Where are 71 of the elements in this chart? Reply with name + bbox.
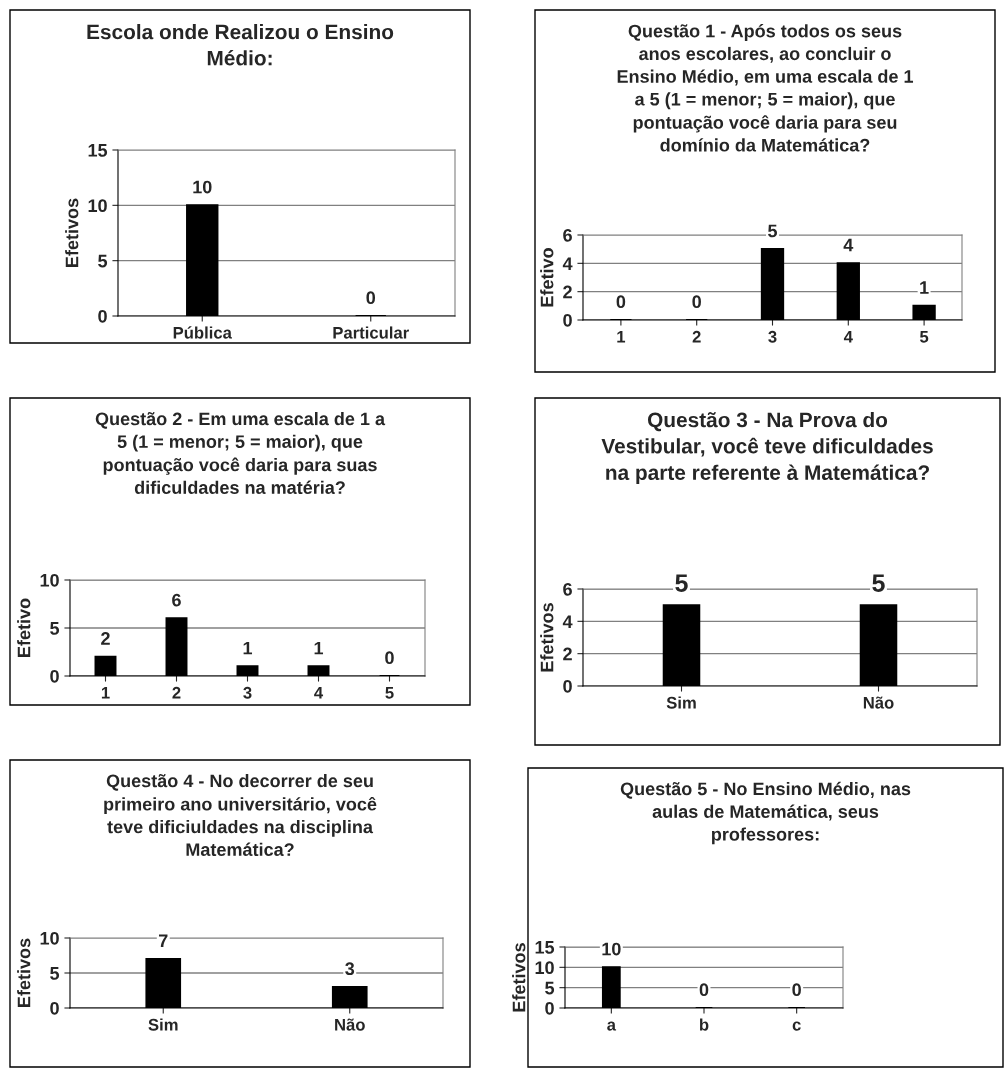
data-label: 3	[345, 962, 355, 976]
y-tick-label: 0	[50, 669, 59, 683]
data-label: 10	[602, 942, 621, 956]
data-label: 1	[920, 281, 929, 294]
y-tick-label: 10	[88, 199, 107, 213]
x-tick-label: a	[607, 1021, 617, 1031]
y-tick-label: 10	[40, 573, 59, 587]
x-tick-label: Não	[335, 1018, 365, 1031]
data-label: 0	[385, 651, 394, 665]
x-tick-label: 3	[243, 686, 252, 699]
y-tick-label: 5	[50, 967, 60, 980]
chart-title: Escola onde Realizou o Ensino Médio:	[87, 24, 394, 66]
chart-title: Questão 5 - No Ensino Médio, nas aulas de Matemática, seus professores:	[620, 781, 911, 845]
x-tick-label: 4	[843, 331, 853, 343]
y-tick-label: 0	[50, 1001, 59, 1015]
x-tick-label: Pública	[173, 326, 232, 339]
x-tick-label: 4	[314, 687, 324, 699]
data-label: 5	[872, 574, 885, 592]
y-tick-label: 10	[535, 961, 554, 975]
x-tick-label: 2	[692, 330, 701, 343]
chart-title: Questão 1 - Após todos os seus anos escolares, ao concluir o Ensino Médio, em uma escala de 1 a 5 (1 = menor; 5 = maior), que pontuação você daria para seu domínio da Matemática?	[617, 24, 914, 152]
x-tick-label: Particular	[333, 326, 409, 339]
y-tick-label: 15	[535, 941, 555, 954]
data-label: 0	[792, 983, 801, 997]
data-label: 0	[699, 983, 709, 997]
x-tick-label: 2	[172, 686, 181, 699]
y-axis-title: Efetivos	[540, 603, 554, 672]
x-tick-label: 5	[385, 687, 394, 699]
y-tick-label: 0	[98, 309, 107, 323]
data-label: 5	[768, 224, 778, 238]
data-label: 4	[843, 238, 854, 252]
chart-title: Questão 4 - No decorrer de seu primeiro ano universitário, você teve dificiuldades na disciplina Matemática?	[104, 774, 377, 856]
x-tick-label: c	[792, 1021, 801, 1031]
y-tick-label: 15	[88, 144, 108, 157]
y-axis-title: Efetivo	[540, 248, 554, 307]
y-axis-title: Efetivos	[17, 938, 31, 1007]
data-label: 6	[172, 593, 181, 607]
y-tick-label: 6	[563, 228, 572, 242]
data-label: 10	[193, 180, 212, 194]
y-tick-label: 0	[563, 313, 572, 327]
x-tick-label: Sim	[148, 1018, 178, 1031]
y-tick-label: 2	[563, 285, 572, 299]
chart-title: Questão 3 - Na Prova do Vestibular, você teve dificuldades na parte referente à Matemática?	[601, 412, 933, 485]
y-tick-label: 6	[563, 582, 572, 596]
y-tick-label: 4	[562, 615, 573, 628]
data-label: 7	[159, 934, 168, 947]
y-axis-title: Efetivo	[17, 598, 31, 657]
x-tick-label: Sim	[666, 696, 696, 709]
y-tick-label: 5	[50, 622, 60, 635]
y-tick-label: 2	[563, 647, 572, 661]
data-label: 1	[314, 641, 324, 655]
data-label: 0	[692, 295, 701, 309]
data-label: 0	[366, 291, 376, 305]
y-axis-title: Efetivos	[512, 943, 526, 1012]
y-tick-label: 10	[40, 931, 59, 945]
x-tick-label: 1	[617, 331, 626, 343]
x-tick-label: 3	[768, 330, 777, 343]
x-tick-label: 1	[101, 687, 110, 699]
y-tick-label: 4	[562, 257, 573, 270]
data-label: 0	[616, 295, 626, 309]
x-tick-label: 5	[919, 331, 929, 343]
y-tick-label: 0	[563, 679, 572, 693]
y-axis-title: Efetivos	[65, 198, 79, 267]
x-tick-label: b	[700, 1018, 709, 1031]
y-tick-label: 5	[98, 254, 108, 268]
data-label: 5	[675, 574, 688, 592]
chart-title: Questão 2 - Em uma escala de 1 a 5 (1 = menor; 5 = maior), que pontuação você daria para suas dificuldades na matéria?	[95, 412, 386, 494]
y-tick-label: 5	[545, 981, 555, 995]
data-label: 1	[243, 641, 253, 655]
y-tick-label: 0	[545, 1001, 554, 1015]
x-tick-label: Não	[863, 696, 894, 709]
